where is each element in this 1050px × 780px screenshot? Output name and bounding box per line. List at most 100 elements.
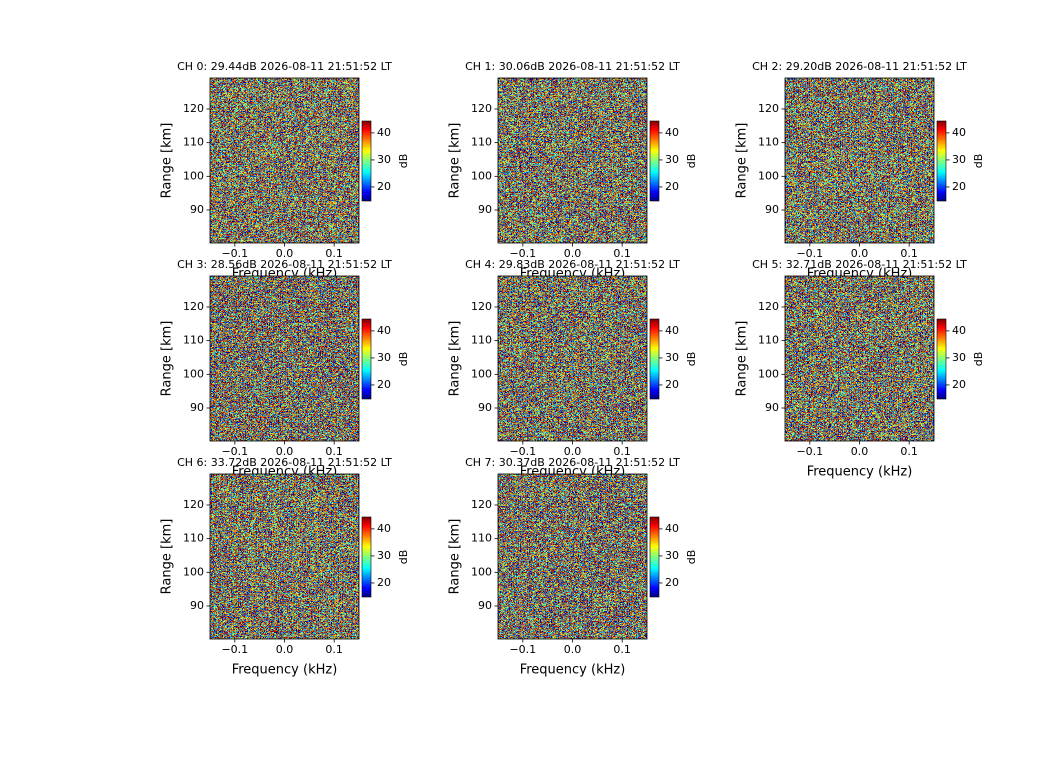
colorbar: [649, 516, 660, 598]
colorbar: [361, 120, 372, 202]
heatmap-image: [210, 474, 359, 639]
colorbar-tick-label: 30: [377, 351, 391, 364]
x-tick-label: 0.1: [325, 445, 343, 458]
heatmap-image: [498, 78, 647, 243]
heatmap-image: [785, 78, 934, 243]
x-tick-label: 0.1: [900, 445, 918, 458]
chart-title: CH 3: 28.56dB 2026-08-11 21:51:52 LT: [177, 258, 392, 271]
y-tick-label: 110: [183, 532, 204, 545]
colorbar-tick-label: 20: [665, 180, 679, 193]
y-tick-label: 90: [190, 599, 204, 612]
x-tick-label: 0.0: [276, 445, 294, 458]
x-tick-label: 0.0: [564, 445, 582, 458]
x-tick-label: −0.1: [509, 247, 536, 260]
chart-title: CH 6: 33.72dB 2026-08-11 21:51:52 LT: [177, 456, 392, 469]
x-axis-label: Frequency (kHz): [807, 465, 913, 480]
colorbar-tick-label: 30: [665, 549, 679, 562]
x-tick-label: −0.1: [221, 445, 248, 458]
colorbar-tick-label: 20: [665, 378, 679, 391]
y-tick-label: 90: [190, 401, 204, 414]
colorbar: [649, 120, 660, 202]
heatmap-image: [498, 474, 647, 639]
chart-title: CH 0: 29.44dB 2026-08-11 21:51:52 LT: [177, 60, 392, 73]
colorbar-tick-label: 20: [377, 576, 391, 589]
colorbar: [936, 120, 947, 202]
x-tick-label: 0.1: [325, 643, 343, 656]
y-axis-label: Range [km]: [448, 123, 463, 199]
y-axis-label: Range [km]: [160, 321, 175, 397]
colorbar-label: dB: [685, 550, 698, 565]
colorbar-tick-label: 30: [377, 549, 391, 562]
colorbar-label: dB: [685, 352, 698, 367]
y-tick-label: 110: [471, 532, 492, 545]
y-tick-label: 120: [183, 102, 204, 115]
y-tick-label: 90: [765, 401, 779, 414]
x-tick-label: 0.0: [564, 643, 582, 656]
colorbar-tick-label: 40: [377, 522, 391, 535]
colorbar-tick-label: 40: [952, 324, 966, 337]
y-tick-label: 110: [471, 334, 492, 347]
colorbar: [649, 318, 660, 400]
y-tick-label: 110: [758, 334, 779, 347]
x-tick-label: 0.1: [900, 247, 918, 260]
y-axis-label: Range [km]: [448, 321, 463, 397]
colorbar-label: dB: [397, 154, 410, 169]
y-tick-label: 100: [758, 367, 779, 380]
x-tick-label: 0.0: [851, 247, 869, 260]
y-tick-label: 120: [758, 300, 779, 313]
x-tick-label: −0.1: [221, 643, 248, 656]
x-tick-label: −0.1: [509, 445, 536, 458]
y-tick-label: 90: [478, 203, 492, 216]
y-tick-label: 100: [471, 565, 492, 578]
colorbar-tick-label: 30: [665, 153, 679, 166]
x-tick-label: 0.0: [276, 643, 294, 656]
x-axis-label: Frequency (kHz): [232, 663, 338, 678]
y-tick-label: 100: [471, 367, 492, 380]
chart-title: CH 1: 30.06dB 2026-08-11 21:51:52 LT: [465, 60, 680, 73]
x-tick-label: 0.0: [851, 445, 869, 458]
y-tick-label: 120: [471, 498, 492, 511]
x-tick-label: 0.0: [276, 247, 294, 260]
colorbar-tick-label: 30: [952, 153, 966, 166]
colorbar-label: dB: [972, 352, 985, 367]
y-axis-label: Range [km]: [448, 519, 463, 595]
chart-title: CH 2: 29.20dB 2026-08-11 21:51:52 LT: [752, 60, 967, 73]
y-tick-label: 120: [758, 102, 779, 115]
y-tick-label: 120: [183, 498, 204, 511]
heatmap-image: [785, 276, 934, 441]
colorbar-tick-label: 40: [377, 324, 391, 337]
colorbar-tick-label: 40: [665, 522, 679, 535]
x-tick-label: 0.0: [564, 247, 582, 260]
colorbar-tick-label: 40: [377, 126, 391, 139]
y-tick-label: 120: [471, 300, 492, 313]
y-tick-label: 110: [183, 334, 204, 347]
x-tick-label: −0.1: [796, 445, 823, 458]
y-tick-label: 90: [478, 401, 492, 414]
colorbar-tick-label: 40: [665, 324, 679, 337]
colorbar-tick-label: 30: [952, 351, 966, 364]
y-tick-label: 90: [765, 203, 779, 216]
y-tick-label: 100: [758, 169, 779, 182]
y-tick-label: 100: [183, 565, 204, 578]
y-tick-label: 100: [183, 169, 204, 182]
colorbar-tick-label: 30: [665, 351, 679, 364]
y-tick-label: 120: [183, 300, 204, 313]
x-tick-label: 0.1: [613, 445, 631, 458]
colorbar: [361, 318, 372, 400]
x-tick-label: 0.1: [325, 247, 343, 260]
chart-title: CH 7: 30.37dB 2026-08-11 21:51:52 LT: [465, 456, 680, 469]
colorbar-label: dB: [397, 352, 410, 367]
y-tick-label: 100: [471, 169, 492, 182]
colorbar-tick-label: 20: [952, 378, 966, 391]
colorbar-tick-label: 20: [377, 180, 391, 193]
y-axis-label: Range [km]: [735, 123, 750, 199]
colorbar-tick-label: 40: [665, 126, 679, 139]
x-tick-label: −0.1: [796, 247, 823, 260]
y-tick-label: 120: [471, 102, 492, 115]
y-axis-label: Range [km]: [735, 321, 750, 397]
colorbar-label: dB: [397, 550, 410, 565]
y-tick-label: 100: [183, 367, 204, 380]
y-tick-label: 110: [758, 136, 779, 149]
chart-title: CH 4: 29.83dB 2026-08-11 21:51:52 LT: [465, 258, 680, 271]
